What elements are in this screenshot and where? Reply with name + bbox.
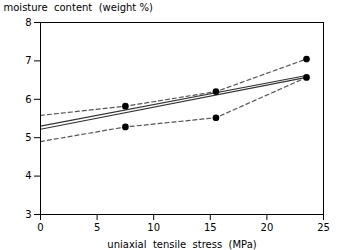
svg-text:uniaxial tensile stress (MP: uniaxial tensile stress (MPa) [107,239,256,250]
svg-text:4: 4 [25,170,31,181]
svg-text:moisture content (weight %): moisture content (weight %) [4,2,153,13]
svg-text:3: 3 [25,209,31,220]
svg-text:20: 20 [261,222,274,233]
svg-text:8: 8 [25,17,31,28]
svg-text:5: 5 [94,222,100,233]
svg-text:6: 6 [25,94,31,105]
svg-text:7: 7 [25,55,31,66]
svg-text:10: 10 [147,222,160,233]
svg-text:0: 0 [37,222,43,233]
svg-text:5: 5 [25,132,31,143]
svg-text:25: 25 [317,222,330,233]
svg-text:15: 15 [204,222,217,233]
